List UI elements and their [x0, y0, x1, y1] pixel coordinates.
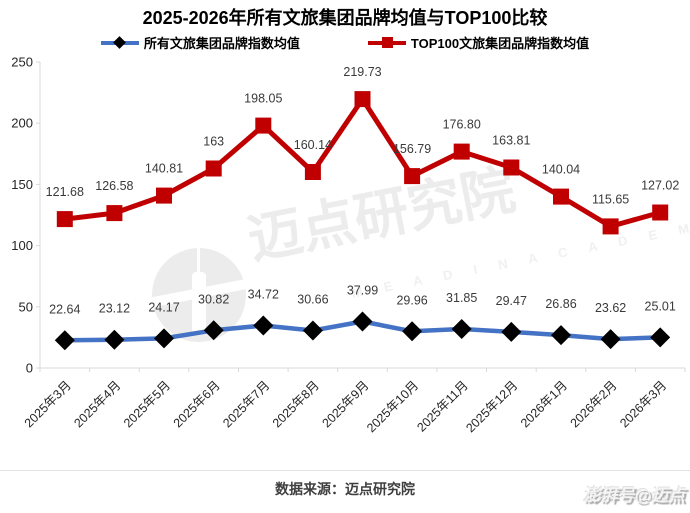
data-point-marker [205, 160, 222, 177]
data-point-marker [602, 218, 619, 235]
data-point-marker [54, 330, 75, 351]
chart-legend: 所有文旅集团品牌指数均值 TOP100文旅集团品牌指数均值 [0, 33, 690, 52]
x-axis-label: 2025年12月 [463, 378, 520, 435]
data-point-marker [402, 321, 423, 342]
data-point-marker [553, 188, 569, 205]
platform-badge: 澎湃号@迈点 [583, 486, 685, 505]
legend-label: 所有文旅集团品牌指数均值 [143, 36, 300, 51]
data-label: 30.82 [198, 292, 229, 306]
x-axis-label: 2025年4月 [71, 378, 123, 430]
data-label: 160.14 [294, 138, 332, 152]
y-tick-label: 150 [11, 177, 33, 192]
data-label: 23.62 [595, 301, 626, 315]
data-label: 29.96 [396, 293, 427, 307]
data-point-marker [156, 187, 172, 204]
y-tick-label: 50 [19, 299, 33, 314]
chart-plot-area: 0501001502002502025年3月2025年4月2025年5月2025… [11, 55, 686, 435]
x-axis-label: 2025年3月 [22, 378, 74, 430]
data-point-marker [404, 168, 421, 185]
x-axis-label: 2025年9月 [319, 378, 371, 430]
data-label: 115.65 [592, 192, 629, 206]
data-label: 219.73 [343, 65, 381, 79]
data-label: 26.86 [545, 297, 576, 311]
data-source-note: 数据来源：迈点研究院 [275, 481, 415, 497]
data-label: 23.12 [99, 302, 130, 316]
data-point-marker [203, 320, 224, 341]
data-point-marker [255, 117, 272, 134]
data-point-marker [106, 205, 123, 222]
y-tick-label: 200 [11, 116, 33, 131]
data-point-marker [451, 319, 472, 339]
data-label: 163 [203, 135, 224, 149]
y-tick-label: 250 [11, 55, 33, 70]
data-label: 34.72 [248, 288, 279, 302]
data-point-marker [354, 91, 371, 108]
data-label: 140.81 [145, 162, 183, 176]
data-label: 29.47 [496, 294, 527, 308]
data-point-marker [551, 325, 571, 346]
data-label: 176.80 [443, 118, 481, 132]
diamond-marker-icon [113, 35, 126, 49]
data-label: 30.66 [297, 293, 328, 307]
data-label: 198.05 [244, 92, 282, 106]
data-label: 126.58 [95, 179, 133, 193]
data-label: 127.02 [641, 179, 679, 193]
x-axis-label: 2025年8月 [270, 378, 322, 430]
data-point-marker [253, 315, 274, 336]
data-point-marker [453, 143, 470, 160]
data-point-marker [600, 329, 621, 350]
blue-line-diamond-icon [100, 35, 139, 49]
y-tick-label: 0 [26, 361, 33, 376]
watermark-tower-icon [192, 272, 206, 334]
data-point-marker [56, 211, 73, 228]
data-point-marker [304, 164, 321, 180]
chart-title: 2025-2026年所有文旅集团品牌均值与TOP100比较 [142, 8, 548, 28]
data-label: 24.17 [148, 300, 179, 314]
x-axis-label: 2026年2月 [568, 378, 620, 430]
x-axis-label: 2025年11月 [414, 378, 470, 434]
data-label: 156.79 [393, 142, 431, 156]
x-axis-label: 2025年10月 [364, 378, 421, 435]
data-label: 163.81 [492, 134, 530, 148]
data-label: 22.64 [49, 302, 80, 316]
footer-divider [0, 470, 690, 471]
legend-label: TOP100文旅集团品牌指数均值 [410, 36, 590, 51]
legend-item-all-groups: 所有文旅集团品牌指数均值 [100, 33, 300, 52]
y-tick-label: 100 [11, 238, 33, 253]
data-label: 121.68 [46, 185, 84, 199]
data-label: 140.04 [542, 163, 580, 177]
data-point-marker [503, 159, 520, 176]
legend-item-top100: TOP100文旅集团品牌指数均值 [367, 33, 590, 52]
data-point-marker [302, 320, 323, 341]
watermark-tower-pole [197, 246, 200, 274]
square-marker-icon [381, 36, 393, 48]
x-axis-label: 2026年3月 [617, 378, 669, 430]
data-point-marker [154, 328, 174, 349]
data-label: 25.01 [645, 299, 676, 313]
red-line-square-icon [367, 36, 406, 48]
x-axis-label: 2025年5月 [121, 378, 173, 430]
x-axis-label: 2025年6月 [171, 378, 223, 430]
data-point-marker [104, 329, 125, 350]
data-point-marker [501, 321, 522, 342]
x-axis-label: 2026年1月 [518, 378, 570, 430]
data-label: 37.99 [347, 284, 378, 298]
data-point-marker [652, 204, 669, 221]
data-point-marker [650, 327, 671, 348]
x-axis-label: 2025年7月 [220, 378, 272, 430]
data-point-marker [352, 311, 373, 332]
data-label: 31.85 [446, 291, 477, 305]
